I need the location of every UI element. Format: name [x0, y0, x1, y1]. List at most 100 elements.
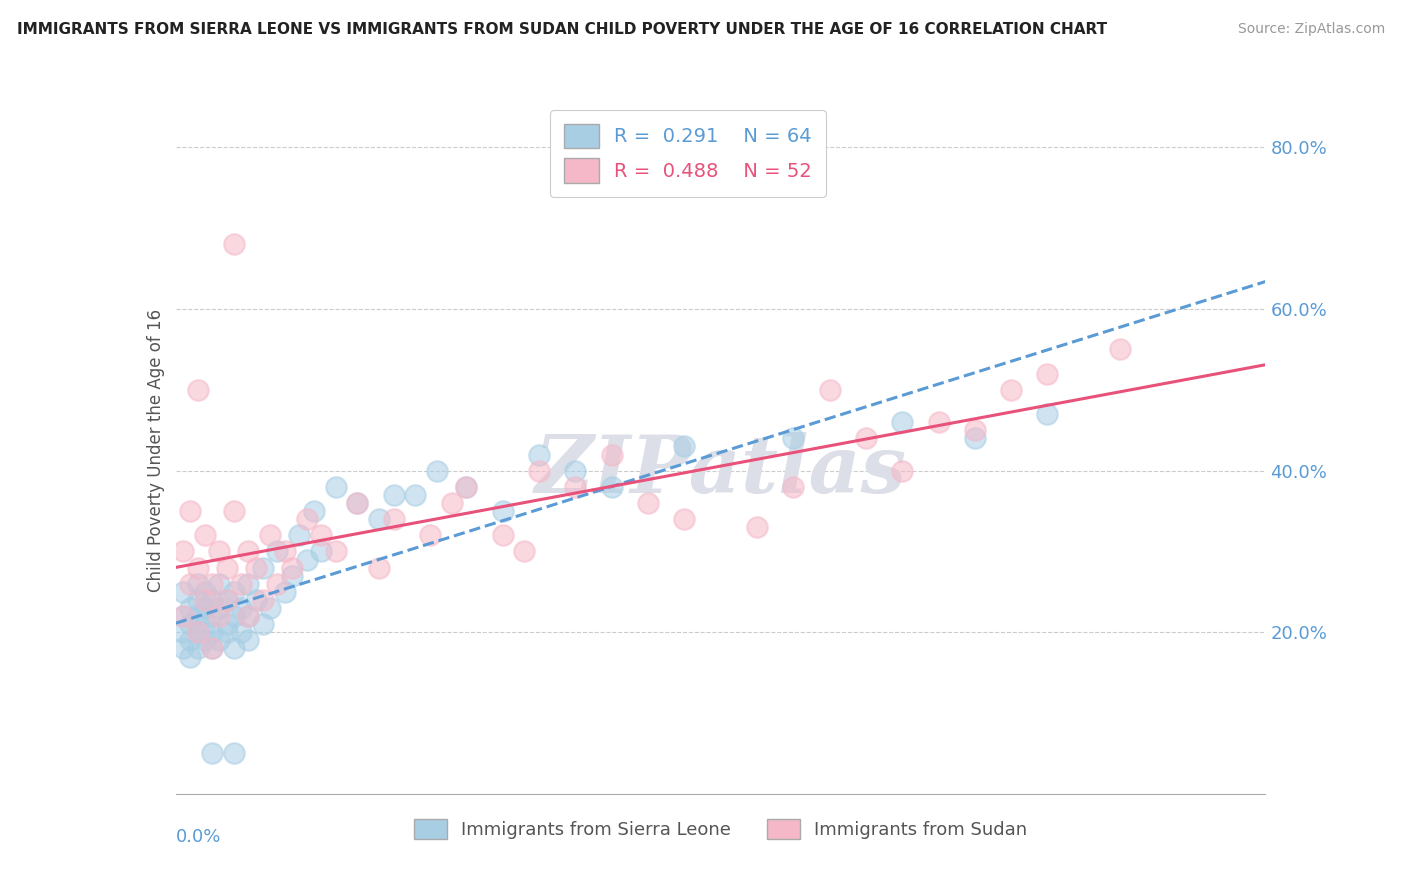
Point [673, 512, 696, 526]
Point [245, 593, 267, 607]
Point [963, 431, 986, 445]
Point [208, 544, 231, 558]
Point [492, 504, 515, 518]
Point [179, 633, 201, 648]
Point [1109, 343, 1132, 357]
Text: ZIPatlas: ZIPatlas [534, 433, 907, 510]
Point [186, 383, 209, 397]
Point [855, 431, 877, 445]
Point [215, 617, 238, 632]
Point [179, 617, 201, 632]
Point [456, 480, 478, 494]
Point [405, 488, 427, 502]
Point [231, 576, 253, 591]
Point [673, 439, 696, 453]
Point [281, 560, 304, 574]
Point [172, 609, 194, 624]
Point [194, 585, 217, 599]
Point [222, 609, 245, 624]
Point [201, 609, 224, 624]
Point [527, 448, 550, 462]
Point [194, 633, 217, 648]
Point [302, 504, 325, 518]
Point [231, 601, 253, 615]
Point [1000, 383, 1022, 397]
Point [782, 480, 804, 494]
Point [208, 601, 231, 615]
Point [309, 544, 332, 558]
Point [194, 593, 217, 607]
Text: 0.0%: 0.0% [176, 828, 221, 847]
Point [201, 576, 224, 591]
Point [201, 641, 224, 656]
Point [238, 633, 260, 648]
Point [215, 593, 238, 607]
Point [222, 641, 245, 656]
Point [194, 617, 217, 632]
Text: Source: ZipAtlas.com: Source: ZipAtlas.com [1237, 22, 1385, 37]
Point [259, 528, 281, 542]
Point [222, 585, 245, 599]
Point [194, 601, 217, 615]
Point [492, 528, 515, 542]
Point [891, 415, 914, 429]
Point [1036, 407, 1059, 421]
Legend: Immigrants from Sierra Leone, Immigrants from Sudan: Immigrants from Sierra Leone, Immigrants… [406, 812, 1035, 847]
Point [346, 496, 368, 510]
Point [274, 585, 297, 599]
Point [215, 593, 238, 607]
Point [600, 480, 623, 494]
Point [186, 625, 209, 640]
Point [295, 552, 318, 566]
Point [368, 560, 391, 574]
Point [325, 480, 347, 494]
Point [238, 609, 260, 624]
Point [238, 576, 260, 591]
Point [745, 520, 768, 534]
Point [637, 496, 659, 510]
Point [382, 512, 405, 526]
Text: IMMIGRANTS FROM SIERRA LEONE VS IMMIGRANTS FROM SUDAN CHILD POVERTY UNDER THE AG: IMMIGRANTS FROM SIERRA LEONE VS IMMIGRAN… [17, 22, 1107, 37]
Point [201, 641, 224, 656]
Point [295, 512, 318, 526]
Point [208, 633, 231, 648]
Point [215, 625, 238, 640]
Point [186, 576, 209, 591]
Point [172, 609, 194, 624]
Point [238, 609, 260, 624]
Point [201, 625, 224, 640]
Point [513, 544, 536, 558]
Point [215, 560, 238, 574]
Point [346, 496, 368, 510]
Point [222, 237, 245, 252]
Point [172, 625, 194, 640]
Point [186, 593, 209, 607]
Point [288, 528, 311, 542]
Point [172, 641, 194, 656]
Point [222, 504, 245, 518]
Point [194, 528, 217, 542]
Point [564, 480, 586, 494]
Point [179, 601, 201, 615]
Point [891, 464, 914, 478]
Point [252, 560, 274, 574]
Point [208, 576, 231, 591]
Point [252, 593, 274, 607]
Point [266, 544, 288, 558]
Point [179, 504, 201, 518]
Point [368, 512, 391, 526]
Point [259, 601, 281, 615]
Point [208, 609, 231, 624]
Point [818, 383, 841, 397]
Point [186, 560, 209, 574]
Point [426, 464, 449, 478]
Point [179, 649, 201, 664]
Point [186, 609, 209, 624]
Point [600, 448, 623, 462]
Point [266, 576, 288, 591]
Point [382, 488, 405, 502]
Point [782, 431, 804, 445]
Point [245, 560, 267, 574]
Point [440, 496, 463, 510]
Point [186, 641, 209, 656]
